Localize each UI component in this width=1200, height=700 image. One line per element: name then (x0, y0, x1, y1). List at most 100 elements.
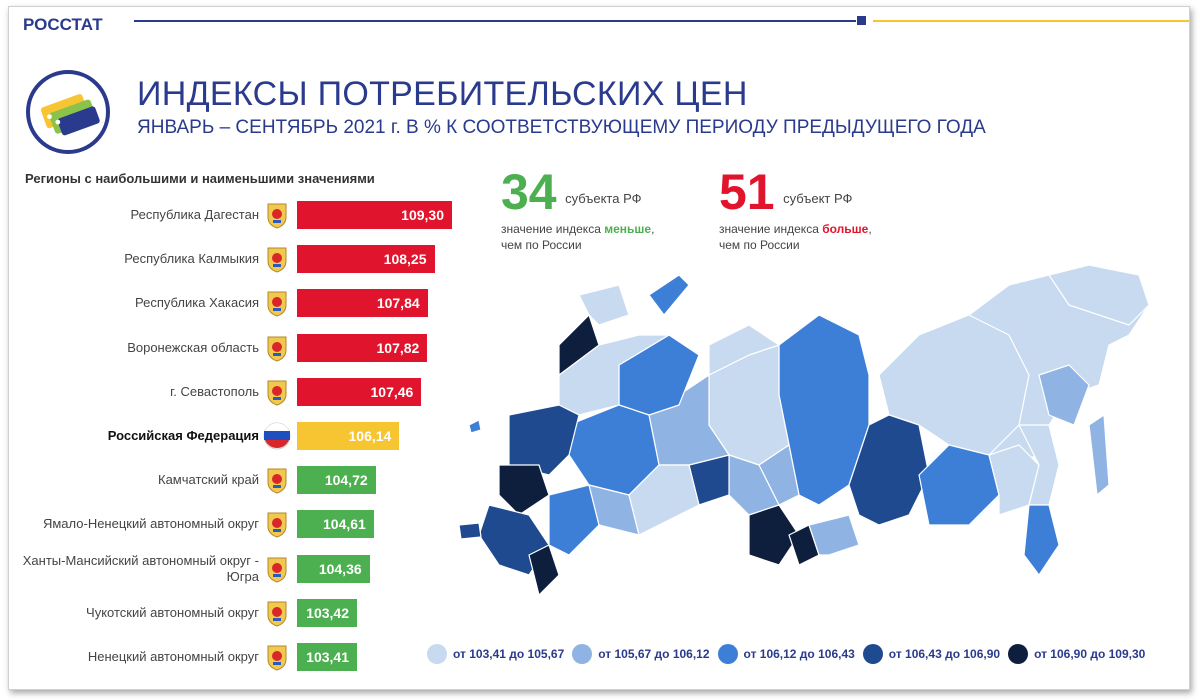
bar-category-label: г. Севастополь (170, 383, 259, 399)
bar-russia: 106,14 (297, 422, 400, 450)
bar-row: Воронежская область 107,82 (9, 326, 469, 370)
bar-row: Республика Дагестан 109,30 (9, 193, 469, 237)
bar-category-label: Республика Калмыкия (124, 251, 259, 267)
map-region-kamchatka (1038, 364, 1090, 426)
russia-flag-icon (263, 422, 291, 450)
summary-more-desc-post: , (868, 222, 872, 236)
legend-item: от 106,90 до 109,30 (1008, 644, 1145, 664)
bar-row: Республика Хакасия 107,84 (9, 281, 469, 325)
bar-category-label: Камчатский край (158, 472, 259, 488)
page-subtitle: ЯНВАРЬ – СЕНТЯБРЬ 2021 г. В % К СООТВЕТС… (137, 117, 986, 138)
map-region-chukotka (1048, 264, 1150, 326)
legend-item: от 103,41 до 105,67 (427, 644, 564, 664)
map-region-murmansk (578, 284, 630, 326)
header-divider-square (857, 16, 866, 25)
bar-category-label: Республика Дагестан (130, 207, 259, 222)
map-region-voronezh (498, 464, 550, 516)
summary-more-unit: субъект РФ (783, 191, 853, 206)
map-region-zabaikalye (918, 444, 1000, 526)
map-region-altai (748, 504, 800, 566)
bar-high: 107,84 (297, 289, 428, 318)
legend-label: от 106,43 до 106,90 (888, 647, 1001, 661)
region-emblem-icon (267, 645, 287, 671)
price-tags-icon (26, 70, 110, 154)
bar-category-label: Республика Хакасия (135, 295, 259, 311)
summary-more-desc-line2: чем по России (719, 238, 800, 252)
region-emblem-icon (267, 468, 287, 494)
bar-row: Российская Федерация 106,14 (9, 414, 469, 458)
region-emblem-icon (267, 512, 287, 538)
legend-label: от 103,41 до 105,67 (453, 647, 565, 661)
russia-regions-map (458, 264, 1150, 596)
map-region-caspian (548, 484, 600, 556)
summary-more-desc-highlight: больше (822, 222, 869, 236)
map-region-yamal (708, 324, 780, 376)
summary-less-desc-post: , (651, 222, 655, 236)
legend-swatch (572, 644, 593, 664)
bar-row: Ханты-Мансийский автономный округ - Югра… (9, 547, 469, 591)
bar-category-label: Воронежская область (127, 339, 259, 355)
map-region-kaliningrad (468, 419, 482, 434)
bar-high: 108,25 (297, 245, 435, 274)
summary-more-description: значение индекса больше, чем по России (719, 221, 872, 253)
legend-swatch (1008, 644, 1029, 664)
region-emblem-icon (267, 291, 287, 317)
summary-more-desc-pre: значение индекса (719, 222, 823, 236)
bar-category-label: Российская Федерация (107, 428, 259, 443)
map-region-tuva (808, 514, 860, 556)
bar-row: г. Севастополь 107,46 (9, 370, 469, 414)
legend-label: от 106,12 до 106,43 (743, 647, 855, 661)
summary-less-count: 34 (501, 164, 557, 220)
bar-low: 104,72 (297, 466, 376, 495)
region-emblem-icon (267, 247, 287, 273)
summary-less-unit: субъекта РФ (565, 191, 642, 206)
region-emblem-icon (267, 557, 287, 583)
legend-swatch (717, 644, 738, 664)
map-legend: от 103,41 до 105,67 от 105,67 до 106,12 от… (427, 641, 1153, 667)
summary-less-desc-line2: чем по России (501, 238, 582, 252)
map-region-dagestan (528, 544, 560, 596)
summary-less-desc-highlight: меньше (604, 222, 652, 236)
map-region-orenburg (628, 464, 700, 536)
region-emblem-icon (267, 203, 287, 229)
legend-label: от 106,90 до 109,30 (1034, 647, 1146, 661)
legend-swatch (862, 644, 883, 664)
summary-less-description: значение индекса меньше, чем по России (501, 221, 654, 253)
bar-category-label: Чукотский автономный округ (86, 604, 259, 620)
bar-row: Камчатский край 104,72 (9, 458, 469, 502)
map-region-novaya-zemlya (648, 274, 690, 316)
map-region-sakhalin (1088, 414, 1110, 496)
legend-item: от 105,67 до 106,12 (572, 644, 710, 664)
summary-more: 51 субъект РФ значение индекса больше, ч… (719, 167, 872, 253)
bar-low: 103,42 (297, 598, 357, 627)
chart-title: Регионы с наибольшими и наименьшими знач… (25, 171, 375, 186)
bar-high: 107,46 (297, 377, 422, 406)
brand-logo-text: РОССТАТ (23, 15, 103, 34)
bar-row: Чукотский автономный округ 103,42 (9, 591, 469, 635)
legend-swatch (427, 644, 447, 664)
summary-less: 34 субъекта РФ значение индекса меньше, … (501, 167, 654, 253)
page-title: ИНДЕКСЫ ПОТРЕБИТЕЛЬСКИХ ЦЕН (137, 75, 748, 113)
bar-category-label: Ненецкий автономный округ (87, 649, 259, 664)
bar-category-label: Ямало-Ненецкий автономный округ (42, 516, 259, 532)
map-region-crimea (458, 522, 482, 540)
header-divider-blue (134, 20, 856, 22)
region-emblem-icon (267, 601, 287, 627)
legend-item: от 106,43 до 106,90 (862, 644, 1001, 664)
header-divider-gold (873, 20, 1189, 22)
bar-row: Республика Калмыкия 108,25 (9, 237, 469, 281)
summary-less-desc-pre: значение индекса (501, 222, 605, 236)
map-region-primorye (1023, 504, 1060, 576)
bar-low: 104,36 (297, 554, 370, 583)
legend-item: от 106,12 до 106,43 (717, 644, 855, 664)
infographic-frame: РОССТАТ ИНДЕКСЫ ПОТРЕБИТЕЛЬСКИХ ЦЕН ЯНВА… (8, 6, 1190, 690)
bar-low: 104,61 (297, 510, 374, 539)
region-emblem-icon (267, 380, 287, 406)
bar-row: Ямало-Ненецкий автономный округ 104,61 (9, 502, 469, 546)
legend-label: от 105,67 до 106,12 (598, 647, 710, 661)
region-emblem-icon (267, 336, 287, 362)
map-region-karelia (558, 314, 600, 376)
bar-high: 109,30 (297, 201, 452, 229)
summary-more-count: 51 (719, 164, 775, 220)
bar-low: 103,41 (297, 643, 357, 671)
